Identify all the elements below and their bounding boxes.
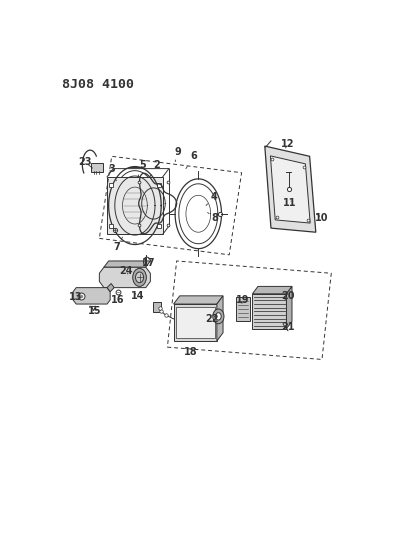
Circle shape: [136, 272, 144, 282]
Text: 17: 17: [142, 258, 156, 268]
Text: 24: 24: [119, 266, 132, 276]
Text: 14: 14: [131, 291, 145, 301]
FancyBboxPatch shape: [153, 302, 161, 312]
FancyBboxPatch shape: [176, 307, 215, 338]
Text: 23: 23: [79, 157, 93, 168]
Polygon shape: [217, 296, 223, 341]
Text: 21: 21: [281, 322, 295, 333]
Polygon shape: [107, 284, 114, 292]
Polygon shape: [99, 267, 150, 288]
Text: 6: 6: [186, 151, 197, 168]
Text: 10: 10: [315, 213, 329, 223]
Polygon shape: [73, 288, 110, 304]
Text: 8: 8: [207, 213, 219, 223]
Polygon shape: [253, 294, 286, 329]
FancyBboxPatch shape: [91, 163, 103, 172]
Circle shape: [133, 268, 146, 286]
Polygon shape: [253, 286, 292, 294]
Text: 4: 4: [206, 192, 217, 206]
FancyBboxPatch shape: [236, 297, 250, 321]
Text: 16: 16: [111, 295, 124, 305]
Polygon shape: [265, 146, 316, 232]
Text: 13: 13: [69, 292, 83, 302]
Text: 9: 9: [175, 147, 182, 161]
Circle shape: [213, 309, 224, 324]
Text: 19: 19: [236, 295, 250, 305]
Text: 12: 12: [281, 139, 295, 149]
Text: 20: 20: [281, 291, 295, 301]
Polygon shape: [104, 261, 150, 267]
Polygon shape: [286, 286, 292, 329]
Text: 5: 5: [138, 159, 146, 177]
Text: 8J08 4100: 8J08 4100: [62, 78, 134, 91]
Polygon shape: [107, 177, 163, 235]
Text: 22: 22: [205, 314, 219, 324]
Text: 7: 7: [113, 237, 122, 252]
Text: 18: 18: [184, 347, 198, 357]
Circle shape: [215, 313, 221, 320]
Polygon shape: [174, 296, 223, 304]
Text: 2: 2: [150, 159, 160, 176]
Polygon shape: [174, 304, 217, 341]
Text: 15: 15: [88, 306, 101, 316]
Text: 3: 3: [109, 164, 117, 181]
Polygon shape: [271, 156, 310, 223]
Text: 11: 11: [283, 198, 296, 208]
